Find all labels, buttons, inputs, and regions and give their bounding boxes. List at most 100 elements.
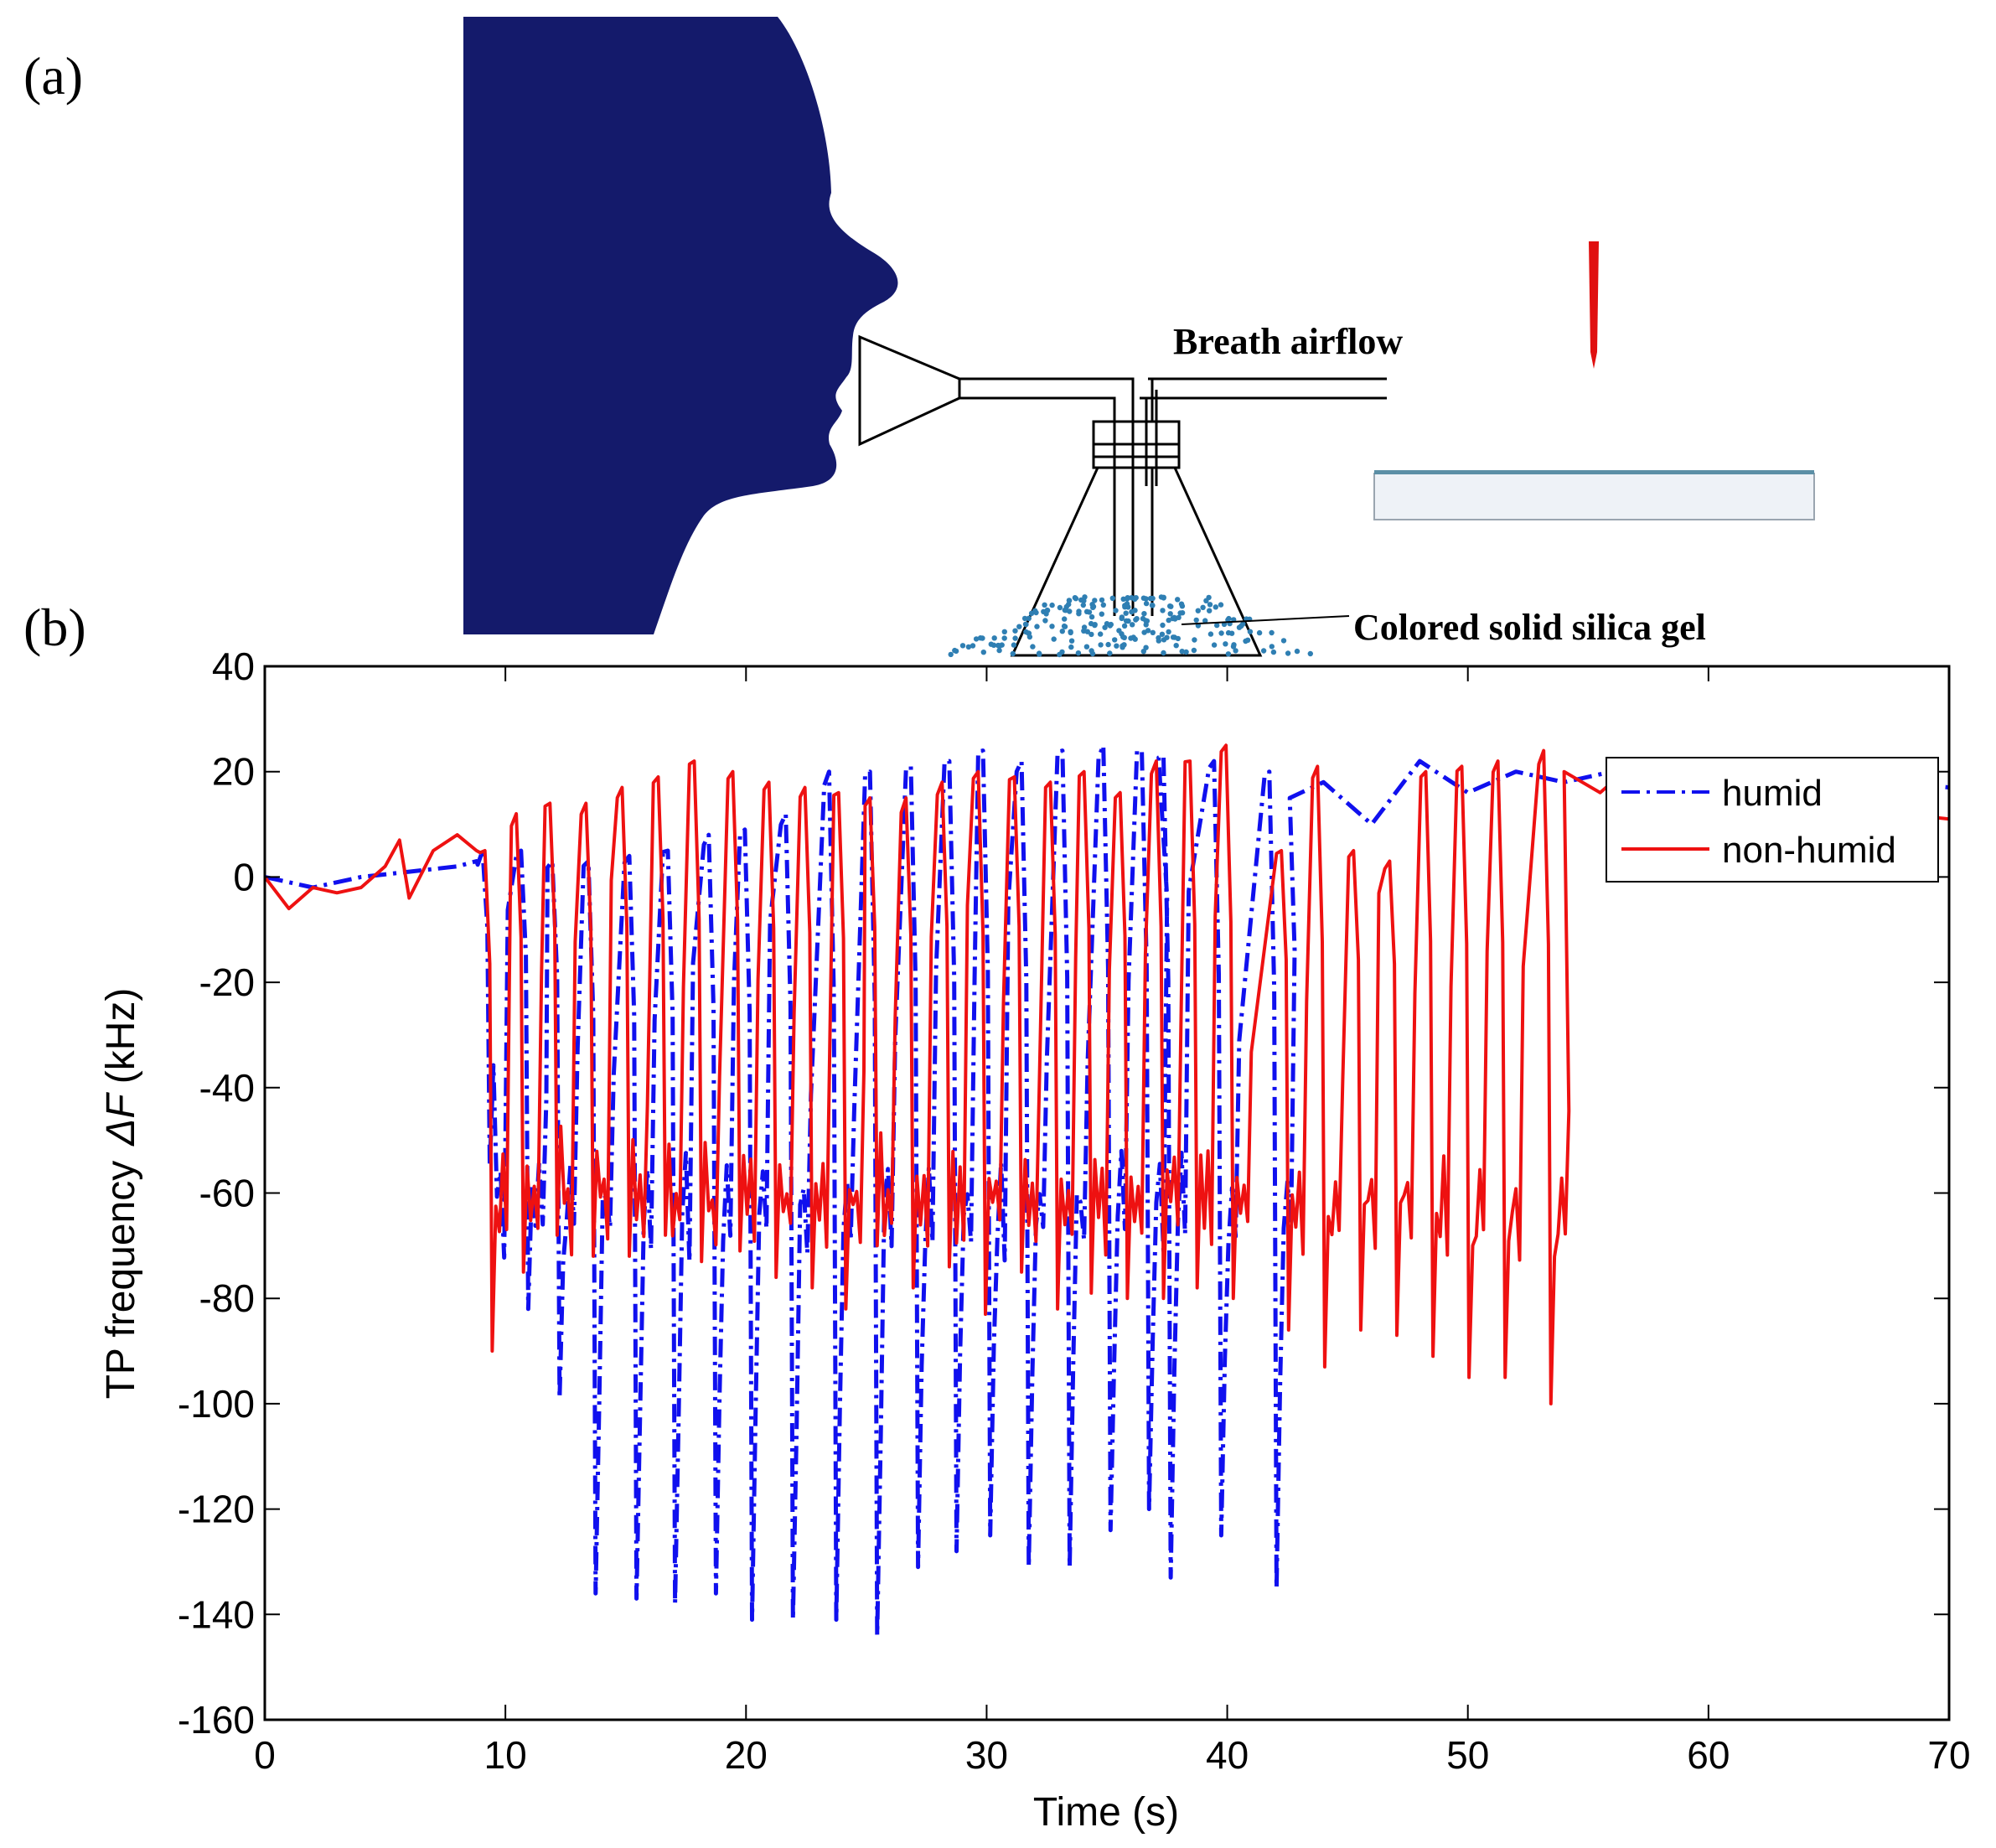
gel-dot xyxy=(977,635,984,641)
gel-dot xyxy=(1256,629,1263,636)
gel-dot xyxy=(991,635,997,641)
breath-airflow-label: Breath airflow xyxy=(1173,321,1403,362)
gel-dot xyxy=(1088,631,1094,638)
gel-dot xyxy=(1129,595,1135,601)
gel-dot xyxy=(1114,643,1120,649)
series-line-non-humid xyxy=(263,743,1950,1405)
y-axis-label-symbol: ΔF xyxy=(99,1092,143,1147)
gel-dot xyxy=(1175,597,1181,603)
chart: 0 10 20 30 40 50 60 70 40 20 0 -20 -40 -60 -80 -100 -12… xyxy=(99,644,1971,1835)
funnel xyxy=(858,334,961,447)
gel-dot xyxy=(1068,638,1075,644)
silica-gel-label: Colored solid silica gel xyxy=(1353,607,1706,648)
gel-dot xyxy=(1088,648,1094,654)
y-tick-label: -80 xyxy=(199,1276,255,1320)
gel-dot xyxy=(996,647,1002,654)
gel-dot xyxy=(1098,631,1104,637)
gel-dot xyxy=(1223,641,1228,647)
panel-a-label: (a) xyxy=(23,46,83,106)
gel-dot xyxy=(1010,650,1016,657)
gel-dot xyxy=(1120,634,1126,640)
gel-dot xyxy=(1088,613,1095,620)
gel-dot xyxy=(1140,649,1147,655)
gel-dot xyxy=(1247,629,1254,634)
x-tick-label: 40 xyxy=(1206,1733,1249,1777)
gel-dot xyxy=(1049,602,1055,608)
tubing xyxy=(959,377,1387,616)
y-axis-label: TP frequency ΔF (kHz) xyxy=(99,988,143,1400)
gel-dot xyxy=(1120,596,1126,602)
gel-dot xyxy=(1092,622,1098,628)
legend-label-non-humid: non-humid xyxy=(1722,830,1896,871)
gel-pointer-line xyxy=(1181,615,1350,625)
gel-dot xyxy=(1068,629,1073,636)
gel-dot xyxy=(948,651,954,658)
gel-dot xyxy=(1171,614,1177,620)
plot-lines xyxy=(263,743,1950,1638)
legend: humid non-humid xyxy=(1606,757,1939,883)
x-tick-label: 0 xyxy=(254,1733,276,1777)
gel-dot xyxy=(1159,631,1166,637)
gel-dot xyxy=(1161,595,1166,601)
red-needle-icon xyxy=(1589,241,1599,369)
panel-b-label: (b) xyxy=(23,598,86,657)
gel-dot xyxy=(1113,608,1119,613)
gel-dot xyxy=(1105,641,1111,648)
gel-dot xyxy=(1042,602,1047,608)
gel-dot xyxy=(1202,618,1208,624)
gel-dot xyxy=(1068,644,1074,650)
y-axis-ticks: 40 20 0 -20 -40 -60 -80 -100 -120 -140 -160 xyxy=(178,644,1949,1742)
gel-dot xyxy=(1036,650,1042,656)
setup-diagram: Breath airflow Colored solid silica gel xyxy=(463,17,1815,658)
y-axis-label-unit: (kHz) xyxy=(99,988,143,1084)
gel-dot xyxy=(1206,594,1212,601)
gel-dot xyxy=(1168,603,1174,609)
x-tick-label: 60 xyxy=(1687,1733,1730,1777)
gel-dot xyxy=(1100,602,1107,608)
y-tick-label: -120 xyxy=(178,1488,255,1531)
y-tick-label: -20 xyxy=(199,960,255,1004)
y-tick-label: -40 xyxy=(199,1066,255,1110)
y-axis-label-text: TP frequency xyxy=(99,1161,143,1400)
gel-dot xyxy=(1269,644,1275,650)
gel-dot xyxy=(1023,629,1029,635)
gel-dot xyxy=(995,643,1001,649)
gel-dot xyxy=(1213,604,1219,610)
gel-dot xyxy=(1062,607,1068,613)
gel-dot xyxy=(1129,608,1135,615)
x-tick-label: 30 xyxy=(965,1733,1008,1777)
gel-dot xyxy=(1026,634,1033,640)
gel-dot xyxy=(1044,608,1051,613)
gel-dot xyxy=(1057,651,1063,658)
y-tick-label: 20 xyxy=(212,750,255,794)
gel-dot xyxy=(1161,650,1166,656)
gel-dot xyxy=(1214,622,1220,629)
gel-dot xyxy=(1016,624,1022,629)
gel-dot xyxy=(1080,602,1087,608)
gel-dot xyxy=(1176,614,1182,620)
gel-dot xyxy=(1134,616,1140,622)
gel-dot xyxy=(1167,611,1173,617)
gel-dot xyxy=(1260,648,1267,654)
gel-dot xyxy=(1062,616,1068,622)
gel-dot xyxy=(980,650,987,655)
gel-dot xyxy=(1294,648,1301,655)
gel-dot xyxy=(1121,623,1128,629)
stopper xyxy=(1092,420,1181,469)
gel-dot xyxy=(1078,597,1084,603)
gel-dot xyxy=(1120,644,1125,650)
gel-dot xyxy=(1109,595,1116,601)
gel-dot xyxy=(1012,628,1018,634)
gel-dot xyxy=(1225,651,1232,657)
gel-dot xyxy=(1191,647,1197,654)
gel-dot xyxy=(1218,630,1224,636)
gel-dot xyxy=(1218,602,1224,608)
y-tick-label: -140 xyxy=(178,1592,255,1636)
legend-box xyxy=(1606,757,1939,883)
gel-dot xyxy=(1175,635,1182,642)
conical-flask xyxy=(1010,467,1263,657)
gel-dot xyxy=(1012,635,1018,641)
y-tick-label: -100 xyxy=(178,1382,255,1426)
gel-dot xyxy=(1049,624,1055,629)
gel-dot xyxy=(1140,615,1146,622)
